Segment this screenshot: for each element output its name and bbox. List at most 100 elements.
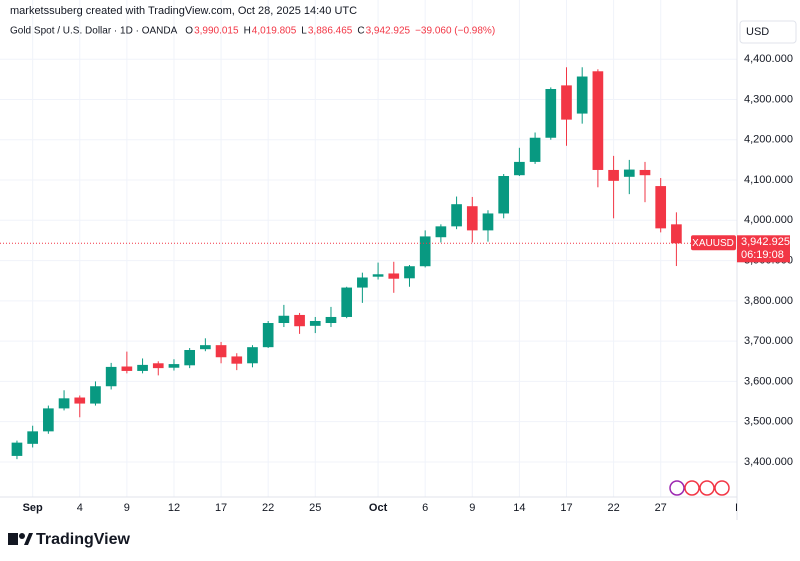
- candle: [168, 359, 180, 371]
- x-tick-label: 4: [77, 502, 83, 514]
- candle-body: [231, 356, 243, 364]
- y-tick-label: 4,100.000: [744, 174, 793, 186]
- candle-body: [341, 287, 353, 317]
- candle: [247, 345, 258, 368]
- candle-body: [137, 364, 148, 371]
- countdown: 06:19:08: [741, 249, 784, 261]
- candle: [372, 262, 384, 280]
- candle: [294, 312, 305, 334]
- ohlc-legend: Gold Spot / U.S. Dollar · 1D · OANDA O 3,9…: [10, 26, 495, 37]
- ohlc-value: 4,019.805: [252, 26, 297, 37]
- event-icon[interactable]: [699, 480, 715, 496]
- candle: [545, 87, 557, 140]
- x-tick-label: Sep: [23, 502, 43, 514]
- candle-body: [419, 236, 431, 267]
- candle-body: [466, 206, 478, 231]
- candle: [419, 230, 431, 268]
- x-tick-label: 22: [607, 502, 619, 514]
- candle-body: [121, 366, 133, 371]
- candle-body: [529, 137, 541, 162]
- candle-body: [608, 169, 619, 181]
- candle: [231, 353, 243, 371]
- x-tick-label: 9: [469, 502, 475, 514]
- candle: [58, 390, 70, 411]
- candle-body: [294, 314, 305, 327]
- candle-body: [482, 213, 494, 231]
- candle-body: [309, 320, 321, 326]
- y-tick-label: 4,200.000: [744, 134, 793, 146]
- ohlc-key: L: [301, 26, 307, 37]
- candle-body: [404, 266, 415, 279]
- candle: [11, 440, 23, 460]
- candle: [576, 67, 588, 124]
- logo-mark: [8, 533, 18, 545]
- candle-body: [247, 347, 258, 364]
- y-tick-label: 3,800.000: [744, 295, 793, 307]
- event-icon[interactable]: [684, 480, 700, 496]
- logo: [8, 533, 33, 545]
- x-tick-label: N: [735, 502, 743, 514]
- event-icons: [669, 480, 730, 496]
- candle-body: [357, 277, 368, 288]
- candle-body: [278, 315, 290, 324]
- candle: [74, 395, 86, 418]
- candle: [262, 320, 274, 348]
- price-tag: [737, 235, 790, 263]
- candle-body: [11, 442, 23, 456]
- symbol: XAUUSD: [692, 238, 734, 249]
- candle: [278, 304, 290, 328]
- candle: [357, 272, 368, 303]
- candle-body: [545, 89, 557, 138]
- candle: [608, 155, 619, 219]
- logo-mark: [24, 533, 33, 545]
- candle-body: [372, 274, 384, 277]
- y-tick-label: 3,600.000: [744, 375, 793, 387]
- logo-mark: [19, 533, 25, 539]
- ohlc-value: −39.060 (−0.98%): [415, 26, 495, 37]
- y-tick-label: 4,300.000: [744, 93, 793, 105]
- candle: [105, 362, 117, 390]
- candle: [623, 159, 635, 195]
- candle-body: [514, 161, 525, 176]
- candle: [451, 196, 462, 230]
- candle-body: [58, 398, 70, 409]
- candle: [514, 147, 525, 177]
- y-tick-label: 3,700.000: [744, 335, 793, 347]
- candle-body: [561, 85, 572, 120]
- candle-body: [671, 224, 682, 244]
- event-icon[interactable]: [669, 480, 685, 496]
- title: Gold Spot / U.S. Dollar · 1D · OANDA: [10, 26, 178, 37]
- ohlc-value: 3,990.015: [194, 26, 239, 37]
- candle: [639, 161, 651, 203]
- currency: USD: [746, 26, 769, 38]
- candle-body: [262, 323, 274, 348]
- event-icon[interactable]: [714, 480, 730, 496]
- grid: [0, 0, 737, 497]
- candle-body: [592, 71, 604, 170]
- candle-body: [325, 316, 337, 324]
- candle: [309, 316, 321, 334]
- candle: [592, 69, 604, 188]
- x-tick-label: 17: [215, 502, 227, 514]
- ohlc-key: O: [185, 26, 193, 37]
- symbol-tag: [691, 235, 736, 251]
- y-tick-label: 3,500.000: [744, 416, 793, 428]
- candle-body: [184, 349, 196, 366]
- x-tick-label: 22: [262, 502, 274, 514]
- candle: [655, 178, 667, 233]
- candle: [43, 405, 54, 434]
- candle: [435, 224, 447, 243]
- y-tick-label: 4,000.000: [744, 214, 793, 226]
- candle-body: [43, 408, 54, 432]
- candle: [671, 212, 682, 267]
- candle-body: [388, 273, 400, 279]
- candle: [529, 132, 541, 164]
- currency-box[interactable]: [739, 20, 797, 44]
- ohlc-value: 3,942.925: [366, 26, 411, 37]
- candle-body: [152, 363, 164, 369]
- candle: [482, 210, 494, 242]
- candle-body: [74, 397, 86, 404]
- candle-body: [655, 186, 667, 229]
- candle: [90, 381, 101, 406]
